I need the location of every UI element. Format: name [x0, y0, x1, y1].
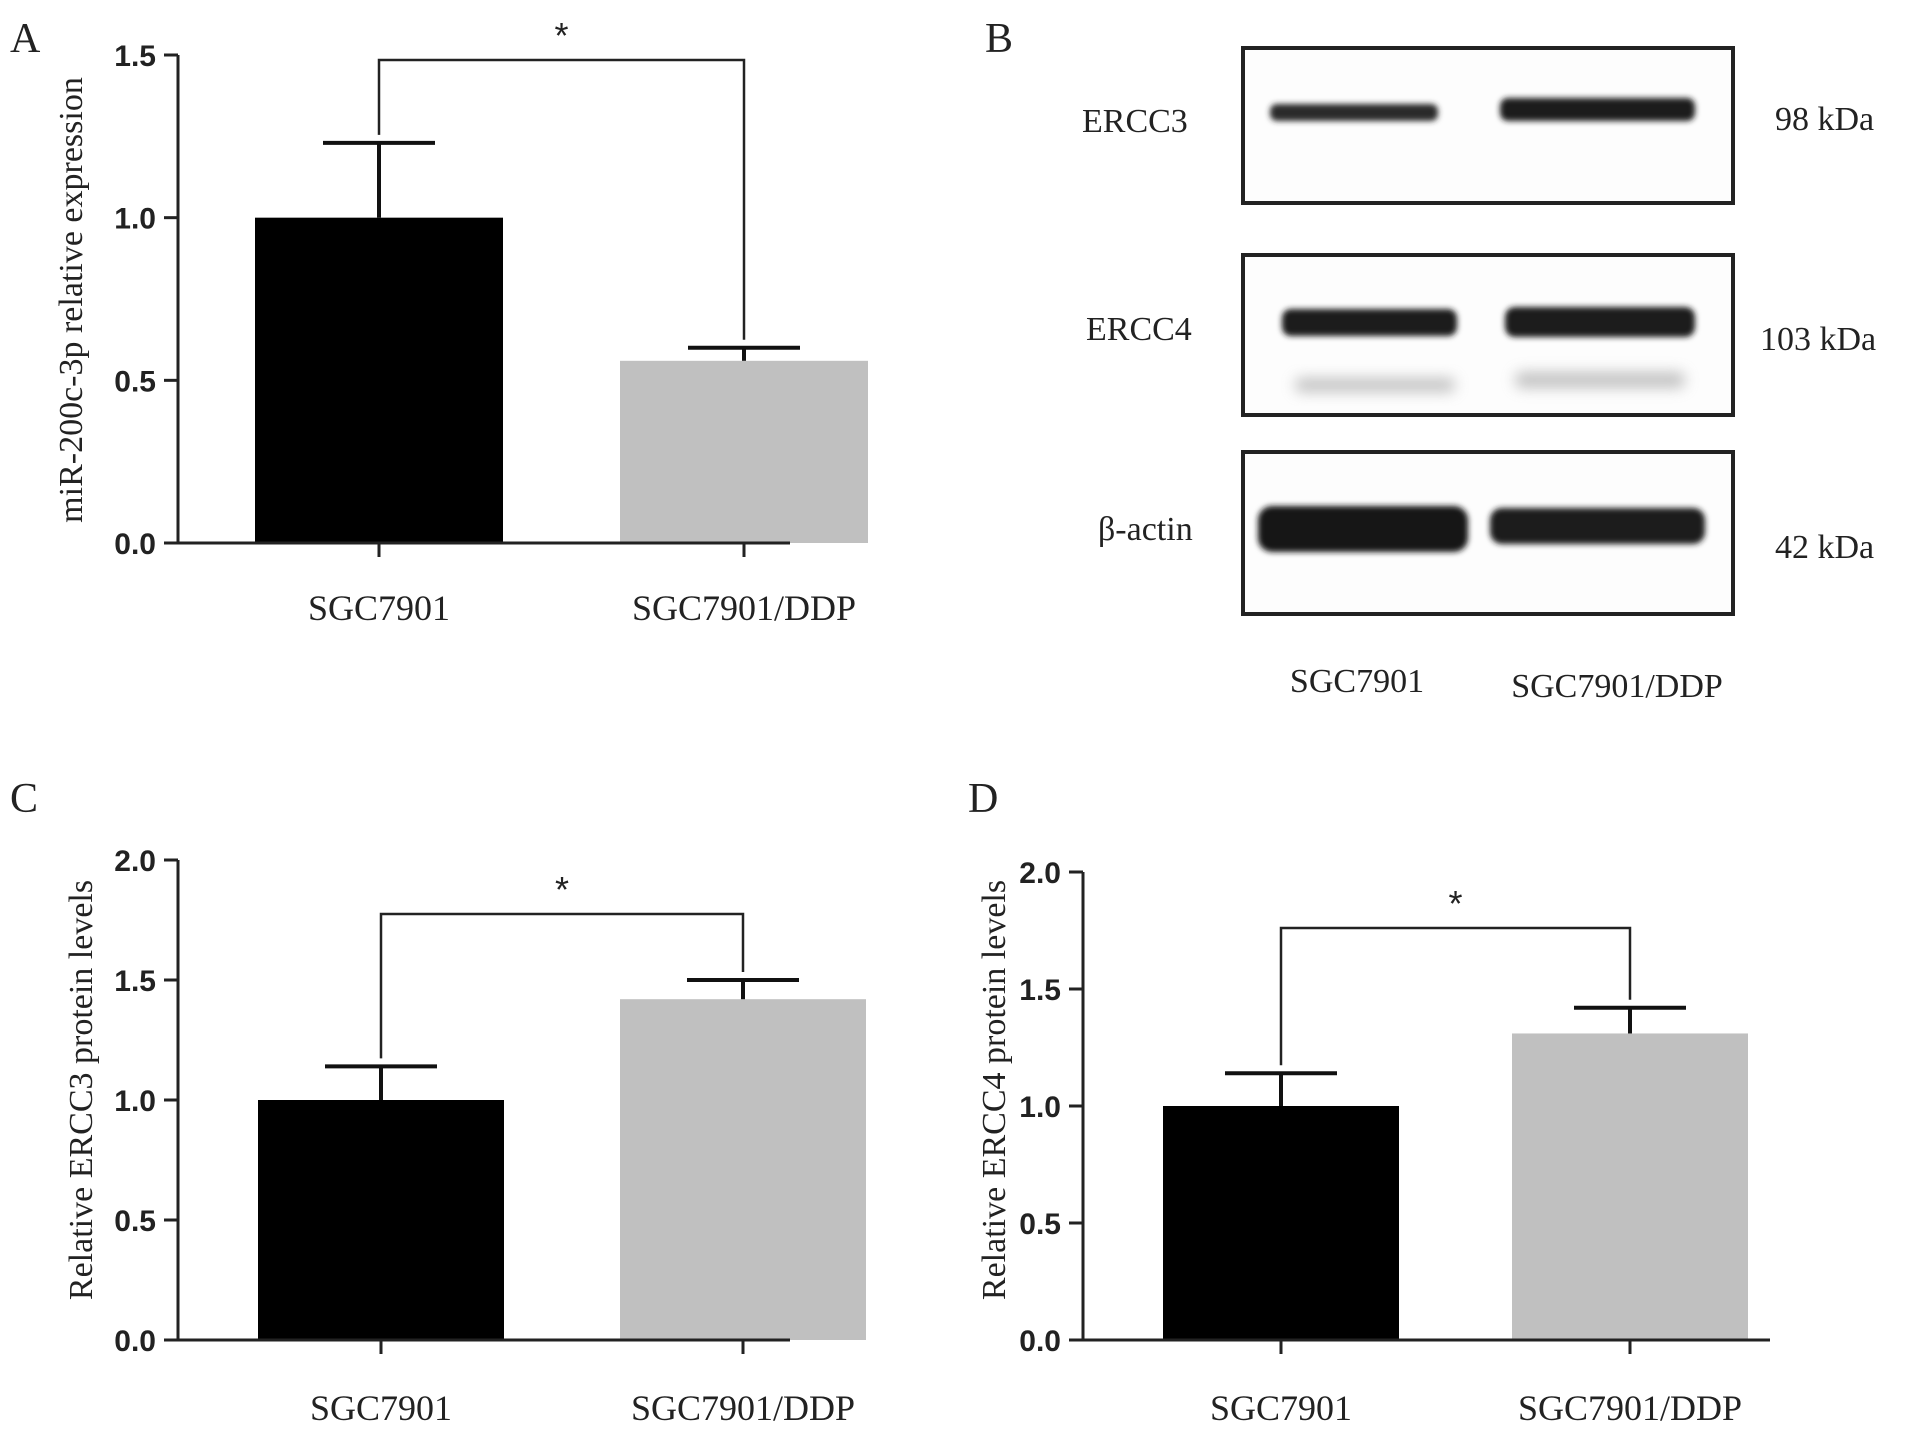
y-tick-label: 2.0 [114, 845, 156, 878]
y-tick-label: 1.5 [114, 40, 156, 73]
bar-resistant [620, 999, 866, 1340]
significance-marker: * [1448, 883, 1462, 924]
blot-band [1282, 309, 1457, 336]
blot-protein-label: ERCC4 [1086, 311, 1192, 348]
panel-letter-c: C [10, 776, 38, 822]
panel-c: C 0.0 0.5 1.0 1.5 2.0 SGC7901 SGC7901/DDP Relat… [10, 776, 866, 1428]
western-blot: ERCC3 98 kDa ERCC4 103 kDa β-actin [1082, 46, 1876, 705]
x-tick-label: SGC7901 [308, 588, 450, 628]
y-tick-label: 1.5 [114, 965, 156, 998]
panel-letter-b: B [985, 16, 1013, 62]
bar-control [255, 217, 503, 543]
blot-size-label: 103 kDa [1760, 321, 1876, 358]
x-tick-label: SGC7901/DDP [1518, 1388, 1742, 1428]
blot-protein-label: ERCC3 [1082, 103, 1188, 140]
panel-letter-a: A [10, 16, 41, 62]
x-tick-label: SGC7901/DDP [631, 1388, 855, 1428]
y-axis-label: Relative ERCC4 protein levels [976, 880, 1013, 1300]
blot-lane-label: SGC7901/DDP [1511, 668, 1723, 705]
y-tick-label: 0.5 [1019, 1208, 1061, 1241]
blot-band-faint [1295, 378, 1455, 392]
y-tick-label: 1.5 [1019, 974, 1061, 1007]
x-tick-label: SGC7901/DDP [632, 588, 856, 628]
blot-size-label: 42 kDa [1775, 529, 1874, 566]
y-tick-label: 0.0 [1019, 1325, 1061, 1358]
y-tick-label: 1.0 [114, 203, 156, 236]
y-tick-label: 0.5 [114, 1205, 156, 1238]
y-tick-label: 1.0 [1019, 1091, 1061, 1124]
blot-band-faint [1515, 372, 1685, 388]
significance-marker: * [554, 15, 568, 56]
y-tick-label: 0.5 [114, 365, 156, 398]
blot-size-label: 98 kDa [1775, 101, 1874, 138]
blot-band [1505, 307, 1695, 337]
x-tick-label: SGC7901 [310, 1388, 452, 1428]
blot-band [1490, 508, 1705, 544]
bar-control [1163, 1106, 1399, 1340]
significance-bracket [377, 58, 746, 340]
significance-marker: * [555, 869, 569, 910]
bar-resistant [620, 360, 868, 543]
blot-frame [1241, 46, 1735, 205]
panel-d: D 0.0 0.5 1.0 1.5 2.0 SGC7901 SGC7901/DDP Relat… [968, 776, 1770, 1428]
blot-band [1270, 104, 1438, 121]
blot-band [1258, 506, 1468, 552]
bar-chart-c: 0.0 0.5 1.0 1.5 2.0 SGC7901 SGC7901/DDP Relativ… [63, 845, 866, 1428]
blot-row-ercc3: ERCC3 98 kDa [1082, 46, 1874, 205]
panel-a: A 0.0 0.5 1.0 1.5 SGC7901 SGC7901/DDP miR-200c… [10, 15, 868, 628]
panel-letter-d: D [968, 776, 998, 822]
blot-row-beta-actin: β-actin 42 kDa [1098, 450, 1874, 616]
bar-chart-a: 0.0 0.5 1.0 1.5 SGC7901 SGC7901/DDP miR-200c-3… [53, 15, 868, 628]
y-axis-label: miR-200c-3p relative expression [53, 77, 90, 523]
blot-row-ercc4: ERCC4 103 kDa [1086, 253, 1876, 417]
y-tick-label: 0.0 [114, 528, 156, 561]
blot-lane-label: SGC7901 [1290, 663, 1424, 700]
bar-resistant [1512, 1033, 1748, 1340]
blot-band [1500, 98, 1695, 121]
significance-bracket [379, 912, 745, 1059]
blot-protein-label: β-actin [1098, 511, 1193, 548]
panel-b: B ERCC3 98 kDa ERCC4 103 kDa [985, 16, 1876, 705]
significance-bracket [1279, 926, 1632, 1066]
y-axis-label: Relative ERCC3 protein levels [63, 880, 100, 1300]
y-tick-label: 2.0 [1019, 857, 1061, 890]
bar-control [258, 1100, 504, 1340]
x-tick-label: SGC7901 [1210, 1388, 1352, 1428]
y-tick-label: 0.0 [114, 1325, 156, 1358]
bar-chart-d: 0.0 0.5 1.0 1.5 2.0 SGC7901 SGC7901/DDP Relativ… [976, 857, 1770, 1428]
y-tick-label: 1.0 [114, 1085, 156, 1118]
